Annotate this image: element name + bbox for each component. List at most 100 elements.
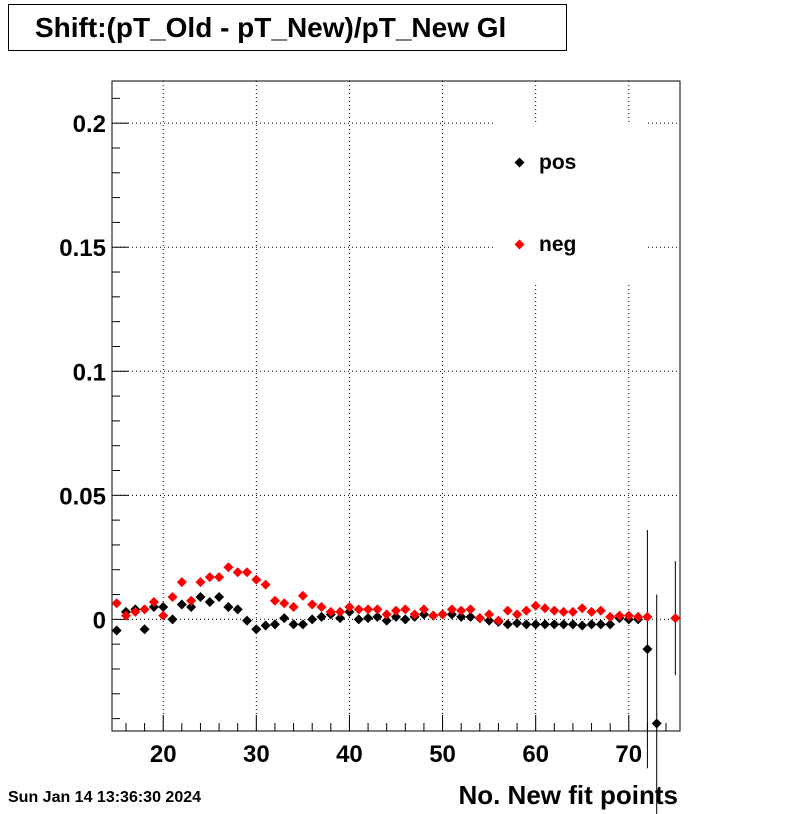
- data-point-pos: [595, 619, 606, 630]
- data-point-neg: [158, 610, 169, 621]
- data-point-neg: [512, 609, 523, 620]
- data-point-neg: [232, 567, 243, 578]
- data-point-neg: [418, 604, 429, 615]
- data-point-pos: [204, 596, 215, 607]
- data-point-neg: [307, 599, 318, 610]
- data-point-pos: [223, 601, 234, 612]
- legend-item-neg: neg: [496, 233, 576, 257]
- data-point-pos: [549, 619, 560, 630]
- data-point-neg: [456, 605, 467, 616]
- data-point-neg: [474, 613, 485, 624]
- y-tick-label: 0.15: [59, 235, 106, 262]
- data-point-neg: [223, 562, 234, 573]
- y-tick-label: 0.05: [59, 483, 106, 510]
- data-point-pos: [251, 624, 262, 635]
- x-tick-label: 60: [522, 741, 549, 768]
- data-point-neg: [633, 611, 644, 622]
- data-point-pos: [530, 619, 541, 630]
- data-point-neg: [167, 592, 178, 603]
- data-point-neg: [204, 572, 215, 583]
- data-point-pos: [279, 613, 290, 624]
- y-tick-label: 0.1: [73, 359, 106, 386]
- data-point-neg: [577, 603, 588, 614]
- data-point-pos: [307, 614, 318, 625]
- data-point-pos: [577, 620, 588, 631]
- data-point-neg: [484, 609, 495, 620]
- data-point-neg: [400, 604, 411, 615]
- data-point-pos: [502, 619, 513, 630]
- data-point-neg: [242, 567, 253, 578]
- data-point-neg: [269, 595, 280, 606]
- data-point-neg: [521, 605, 532, 616]
- data-point-neg: [195, 577, 206, 588]
- data-point-neg: [614, 610, 625, 621]
- data-point-neg: [176, 577, 187, 588]
- chart-title-box: Shift:(pT_Old - pT_New)/pT_New Gl: [8, 4, 567, 51]
- x-tick-label: 40: [336, 741, 363, 768]
- data-point-neg: [642, 611, 653, 622]
- legend-item-pos: pos: [496, 151, 576, 175]
- data-point-pos: [567, 619, 578, 630]
- data-point-pos: [195, 592, 206, 603]
- data-point-pos: [186, 601, 197, 612]
- data-point-pos: [111, 625, 122, 636]
- data-point-pos: [335, 613, 346, 624]
- legend-label-neg: neg: [539, 233, 577, 256]
- data-point-neg: [363, 604, 374, 615]
- legend-marker-pos: [513, 156, 527, 170]
- data-point-neg: [391, 605, 401, 616]
- data-point-pos: [391, 611, 401, 622]
- x-tick-label: 30: [243, 741, 270, 768]
- data-point-neg: [465, 604, 476, 615]
- data-point-pos: [363, 613, 374, 624]
- data-point-neg: [251, 574, 262, 585]
- data-point-neg: [549, 605, 560, 616]
- data-point-pos: [158, 601, 169, 612]
- x-tick-label: 50: [429, 741, 456, 768]
- data-point-pos: [316, 611, 327, 622]
- data-point-pos: [484, 615, 495, 626]
- data-point-pos: [651, 718, 662, 729]
- x-tick-label: 20: [150, 741, 177, 768]
- data-point-neg: [111, 598, 122, 609]
- data-point-pos: [139, 624, 150, 635]
- data-point-pos: [558, 619, 569, 630]
- data-point-neg: [437, 609, 448, 620]
- data-point-neg: [605, 611, 616, 622]
- legend-label-pos: pos: [539, 151, 577, 174]
- data-point-neg: [446, 604, 457, 615]
- data-point-pos: [353, 614, 364, 625]
- data-point-neg: [344, 601, 355, 612]
- data-point-neg: [288, 601, 299, 612]
- data-point-neg: [595, 605, 606, 616]
- data-point-neg: [130, 606, 141, 617]
- data-point-neg: [493, 615, 504, 626]
- data-point-pos: [176, 599, 187, 610]
- y-tick-label: 0: [93, 607, 106, 634]
- data-point-neg: [186, 595, 197, 606]
- data-point-neg: [586, 606, 597, 617]
- chart-title: Shift:(pT_Old - pT_New)/pT_New Gl: [35, 11, 507, 43]
- data-point-pos: [605, 619, 616, 630]
- data-point-pos: [269, 619, 280, 630]
- data-point-pos: [288, 619, 299, 630]
- data-point-neg: [297, 590, 308, 601]
- data-point-neg: [214, 572, 225, 583]
- data-point-neg: [120, 610, 131, 621]
- x-axis-label: No. New fit points: [458, 780, 678, 810]
- data-point-pos: [381, 615, 392, 626]
- data-point-neg: [623, 610, 634, 621]
- data-point-pos: [586, 619, 597, 630]
- y-tick-label: 0.2: [73, 111, 106, 138]
- data-point-neg: [279, 598, 290, 609]
- data-point-neg: [335, 606, 346, 617]
- data-point-neg: [148, 596, 159, 607]
- data-point-pos: [642, 644, 653, 655]
- data-point-neg: [381, 609, 392, 620]
- data-point-neg: [353, 604, 364, 615]
- data-point-neg: [530, 600, 541, 611]
- data-point-pos: [456, 611, 467, 622]
- data-point-pos: [242, 615, 253, 626]
- data-point-pos: [260, 620, 271, 631]
